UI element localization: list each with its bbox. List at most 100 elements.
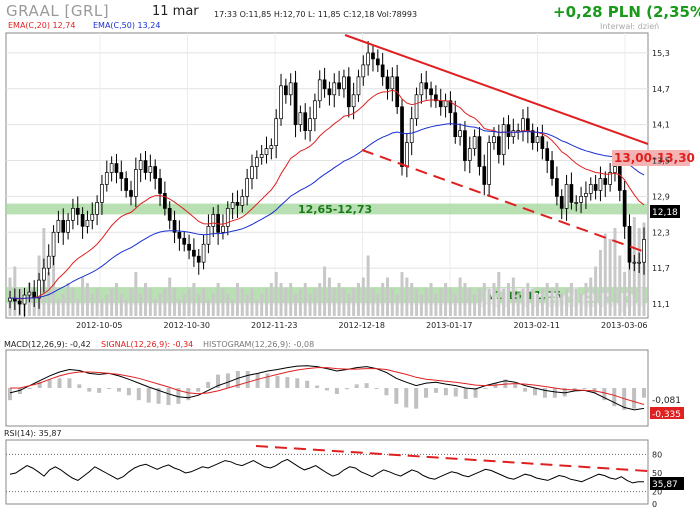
price-y-ticks: 15,3 14,7 14,1 13,5 12,9 12,3 11,7 11,1 xyxy=(652,49,670,309)
candle-body xyxy=(593,184,598,191)
volume-bar xyxy=(95,288,99,316)
histogram-bar xyxy=(57,378,62,388)
candle-body xyxy=(632,261,637,264)
candle-body xyxy=(85,219,90,227)
volume-bar xyxy=(594,266,598,316)
candle-body xyxy=(448,100,453,114)
candle-body xyxy=(477,136,482,167)
histogram-bar xyxy=(136,388,141,401)
candle-body xyxy=(434,94,438,102)
date-tick-label: 2013-01-17 xyxy=(426,321,473,330)
date-tick-label: 2012-10-05 xyxy=(76,321,123,330)
rsi-panel-frame xyxy=(5,439,649,505)
candle-body xyxy=(133,169,138,197)
histogram-bar xyxy=(186,388,191,401)
histogram-bar xyxy=(325,388,329,391)
candle-body xyxy=(100,184,104,203)
macd-signal-value: -0,335 xyxy=(652,410,681,420)
volume-bar xyxy=(550,288,554,316)
histogram-bar xyxy=(582,388,587,389)
volume-bar xyxy=(129,288,133,316)
ema50-legend: EMA(C,50) 13,24 xyxy=(93,21,160,30)
volume-bar xyxy=(134,272,138,316)
candle-body xyxy=(458,130,462,137)
last-price-label: 12,18 xyxy=(652,208,678,218)
volume-bar xyxy=(216,283,220,316)
histogram-bar xyxy=(602,388,607,401)
candle-body xyxy=(95,202,99,215)
volume-bar xyxy=(192,283,196,316)
volume-bar xyxy=(536,294,540,316)
histogram-bar xyxy=(77,384,82,388)
volume-bar xyxy=(76,299,80,316)
volume-bar xyxy=(371,288,375,316)
candle-body xyxy=(264,148,269,155)
price-change: +0,28 PLN (2,35%) xyxy=(553,3,700,21)
last-price-marker: 12,18 xyxy=(650,205,680,218)
volume-bar xyxy=(603,233,607,316)
candle-body xyxy=(627,225,632,263)
volume-bar xyxy=(313,288,317,316)
volume-bar xyxy=(158,294,162,316)
histogram-bar xyxy=(107,388,112,389)
rsi-y-tick-label: 80 xyxy=(652,450,662,459)
candle-body xyxy=(356,76,361,96)
histogram-bar xyxy=(572,388,577,391)
histogram-bar xyxy=(196,388,201,392)
rsi-y-tick-label: 50 xyxy=(652,469,662,478)
candle-body xyxy=(617,166,622,191)
candle-body xyxy=(148,166,153,173)
candle-body xyxy=(42,267,46,281)
interval-label: Interwał: dzień xyxy=(600,22,660,31)
rsi-y-tick-label: 20 xyxy=(652,488,662,497)
histogram-bar xyxy=(523,388,528,392)
volume-bar xyxy=(332,288,336,316)
ema20-legend: EMA(C,20) 12,74 xyxy=(8,21,75,30)
histogram-bar xyxy=(67,378,72,388)
volume-bar xyxy=(269,283,273,316)
histogram-bar xyxy=(206,381,211,388)
candle-body xyxy=(545,148,550,161)
volume-bar xyxy=(405,277,409,316)
candle-body xyxy=(317,79,322,102)
volume-bar xyxy=(473,294,477,316)
candle-body xyxy=(332,82,337,96)
price-y-tick-label: 15,3 xyxy=(652,49,670,58)
volume-bar xyxy=(579,294,583,316)
price-y-tick-label: 12,3 xyxy=(652,228,670,237)
candle-body xyxy=(351,94,356,108)
candle-body xyxy=(419,82,424,96)
support-zone-band xyxy=(6,203,648,215)
volume-bar xyxy=(177,299,181,316)
histogram-bar xyxy=(305,380,310,388)
candle-body xyxy=(274,118,279,146)
candle-body xyxy=(472,136,477,149)
candle-body xyxy=(390,76,395,90)
volume-bar xyxy=(110,288,114,316)
candle-body xyxy=(424,82,429,90)
volume-bar xyxy=(492,283,496,316)
support-trendline xyxy=(361,149,649,254)
ema50-line xyxy=(9,123,645,299)
candle-body xyxy=(109,163,114,173)
histogram-bar xyxy=(8,388,12,401)
volume-bar xyxy=(47,272,51,316)
histogram-bar xyxy=(433,388,438,393)
volume-bar xyxy=(197,294,201,316)
volume-bar xyxy=(173,288,177,316)
histogram-bar xyxy=(483,388,488,389)
volume-bar xyxy=(221,288,225,316)
macd-legend: MACD(12,26,9): -0,42 xyxy=(4,340,91,349)
volume-bar xyxy=(410,283,414,316)
volume-bar xyxy=(448,288,452,316)
volume-bar xyxy=(347,294,351,316)
histogram-bar xyxy=(176,388,181,404)
volume-bar xyxy=(618,255,622,316)
volume-bar xyxy=(323,266,327,316)
candle-body xyxy=(17,300,22,305)
candle-body xyxy=(138,160,143,170)
candle-body xyxy=(506,124,511,137)
candle-body xyxy=(163,193,167,209)
price-y-tick-label: 14,1 xyxy=(652,121,670,130)
